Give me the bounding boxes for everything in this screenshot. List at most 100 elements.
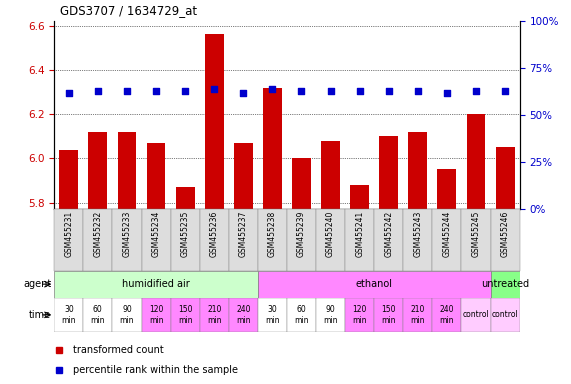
Point — [122, 88, 131, 94]
FancyBboxPatch shape — [490, 271, 520, 298]
Bar — [350, 185, 369, 209]
Point — [64, 89, 73, 96]
Bar — [379, 136, 398, 209]
Text: ethanol: ethanol — [356, 279, 393, 289]
FancyBboxPatch shape — [171, 209, 200, 271]
FancyBboxPatch shape — [54, 209, 83, 271]
FancyBboxPatch shape — [316, 298, 345, 332]
Text: GSM455241: GSM455241 — [355, 210, 364, 257]
Text: GSM455231: GSM455231 — [65, 210, 73, 257]
Text: 120
min: 120 min — [352, 305, 367, 324]
FancyBboxPatch shape — [171, 298, 200, 332]
Text: GSM455237: GSM455237 — [239, 210, 248, 257]
Text: 90
min: 90 min — [323, 305, 338, 324]
Text: time: time — [29, 310, 51, 320]
Point — [443, 89, 452, 96]
FancyBboxPatch shape — [229, 298, 258, 332]
FancyBboxPatch shape — [432, 209, 461, 271]
FancyBboxPatch shape — [432, 298, 461, 332]
FancyBboxPatch shape — [461, 298, 490, 332]
Bar — [263, 88, 282, 209]
FancyBboxPatch shape — [490, 298, 520, 332]
Point — [268, 86, 277, 92]
Text: GSM455239: GSM455239 — [297, 210, 306, 257]
Text: 150
min: 150 min — [178, 305, 192, 324]
Bar — [408, 132, 427, 209]
FancyBboxPatch shape — [461, 209, 490, 271]
FancyBboxPatch shape — [200, 209, 229, 271]
Text: GSM455245: GSM455245 — [472, 210, 480, 257]
Text: agent: agent — [23, 279, 51, 289]
Point — [355, 88, 364, 94]
Bar — [89, 132, 107, 209]
FancyBboxPatch shape — [142, 209, 171, 271]
Text: control: control — [492, 310, 518, 319]
Text: GSM455244: GSM455244 — [443, 210, 452, 257]
Text: GSM455233: GSM455233 — [122, 210, 131, 257]
Bar — [147, 143, 166, 209]
Point — [151, 88, 160, 94]
Text: untreated: untreated — [481, 279, 529, 289]
Bar — [205, 35, 224, 209]
Point — [384, 88, 393, 94]
Text: GSM455238: GSM455238 — [268, 210, 277, 257]
Text: 240
min: 240 min — [236, 305, 251, 324]
Text: 30
min: 30 min — [265, 305, 280, 324]
FancyBboxPatch shape — [258, 209, 287, 271]
Text: GSM455242: GSM455242 — [384, 210, 393, 257]
Bar — [176, 187, 195, 209]
Point — [210, 86, 219, 92]
Point — [413, 88, 423, 94]
Text: 60
min: 60 min — [91, 305, 105, 324]
FancyBboxPatch shape — [287, 298, 316, 332]
Bar — [321, 141, 340, 209]
Text: 60
min: 60 min — [294, 305, 309, 324]
Bar — [118, 132, 136, 209]
FancyBboxPatch shape — [403, 298, 432, 332]
FancyBboxPatch shape — [345, 298, 374, 332]
FancyBboxPatch shape — [200, 298, 229, 332]
Text: 210
min: 210 min — [411, 305, 425, 324]
Text: GSM455243: GSM455243 — [413, 210, 423, 257]
Text: 150
min: 150 min — [381, 305, 396, 324]
Text: GSM455234: GSM455234 — [151, 210, 160, 257]
Text: transformed count: transformed count — [73, 345, 164, 355]
Point — [239, 89, 248, 96]
Bar — [292, 158, 311, 209]
Text: 210
min: 210 min — [207, 305, 222, 324]
Bar — [234, 143, 253, 209]
Text: 30
min: 30 min — [62, 305, 76, 324]
Text: percentile rank within the sample: percentile rank within the sample — [73, 365, 238, 375]
FancyBboxPatch shape — [83, 209, 112, 271]
Point — [297, 88, 306, 94]
Text: GSM455240: GSM455240 — [326, 210, 335, 257]
FancyBboxPatch shape — [490, 209, 520, 271]
FancyBboxPatch shape — [142, 298, 171, 332]
Text: 90
min: 90 min — [120, 305, 134, 324]
Text: GDS3707 / 1634729_at: GDS3707 / 1634729_at — [60, 4, 197, 17]
FancyBboxPatch shape — [229, 209, 258, 271]
Text: GSM455246: GSM455246 — [501, 210, 509, 257]
FancyBboxPatch shape — [54, 271, 258, 298]
Point — [180, 88, 190, 94]
FancyBboxPatch shape — [287, 209, 316, 271]
Point — [472, 88, 481, 94]
FancyBboxPatch shape — [345, 209, 374, 271]
Text: humidified air: humidified air — [122, 279, 190, 289]
FancyBboxPatch shape — [54, 298, 83, 332]
Bar — [437, 169, 456, 209]
FancyBboxPatch shape — [112, 298, 142, 332]
FancyBboxPatch shape — [316, 209, 345, 271]
Text: GSM455232: GSM455232 — [94, 210, 102, 257]
FancyBboxPatch shape — [83, 298, 112, 332]
FancyBboxPatch shape — [374, 298, 403, 332]
Text: control: control — [463, 310, 489, 319]
Text: GSM455236: GSM455236 — [210, 210, 219, 257]
Text: 240
min: 240 min — [440, 305, 454, 324]
FancyBboxPatch shape — [258, 271, 490, 298]
Bar — [59, 149, 78, 209]
Point — [93, 88, 102, 94]
Point — [501, 88, 510, 94]
FancyBboxPatch shape — [112, 209, 142, 271]
Point — [326, 88, 335, 94]
